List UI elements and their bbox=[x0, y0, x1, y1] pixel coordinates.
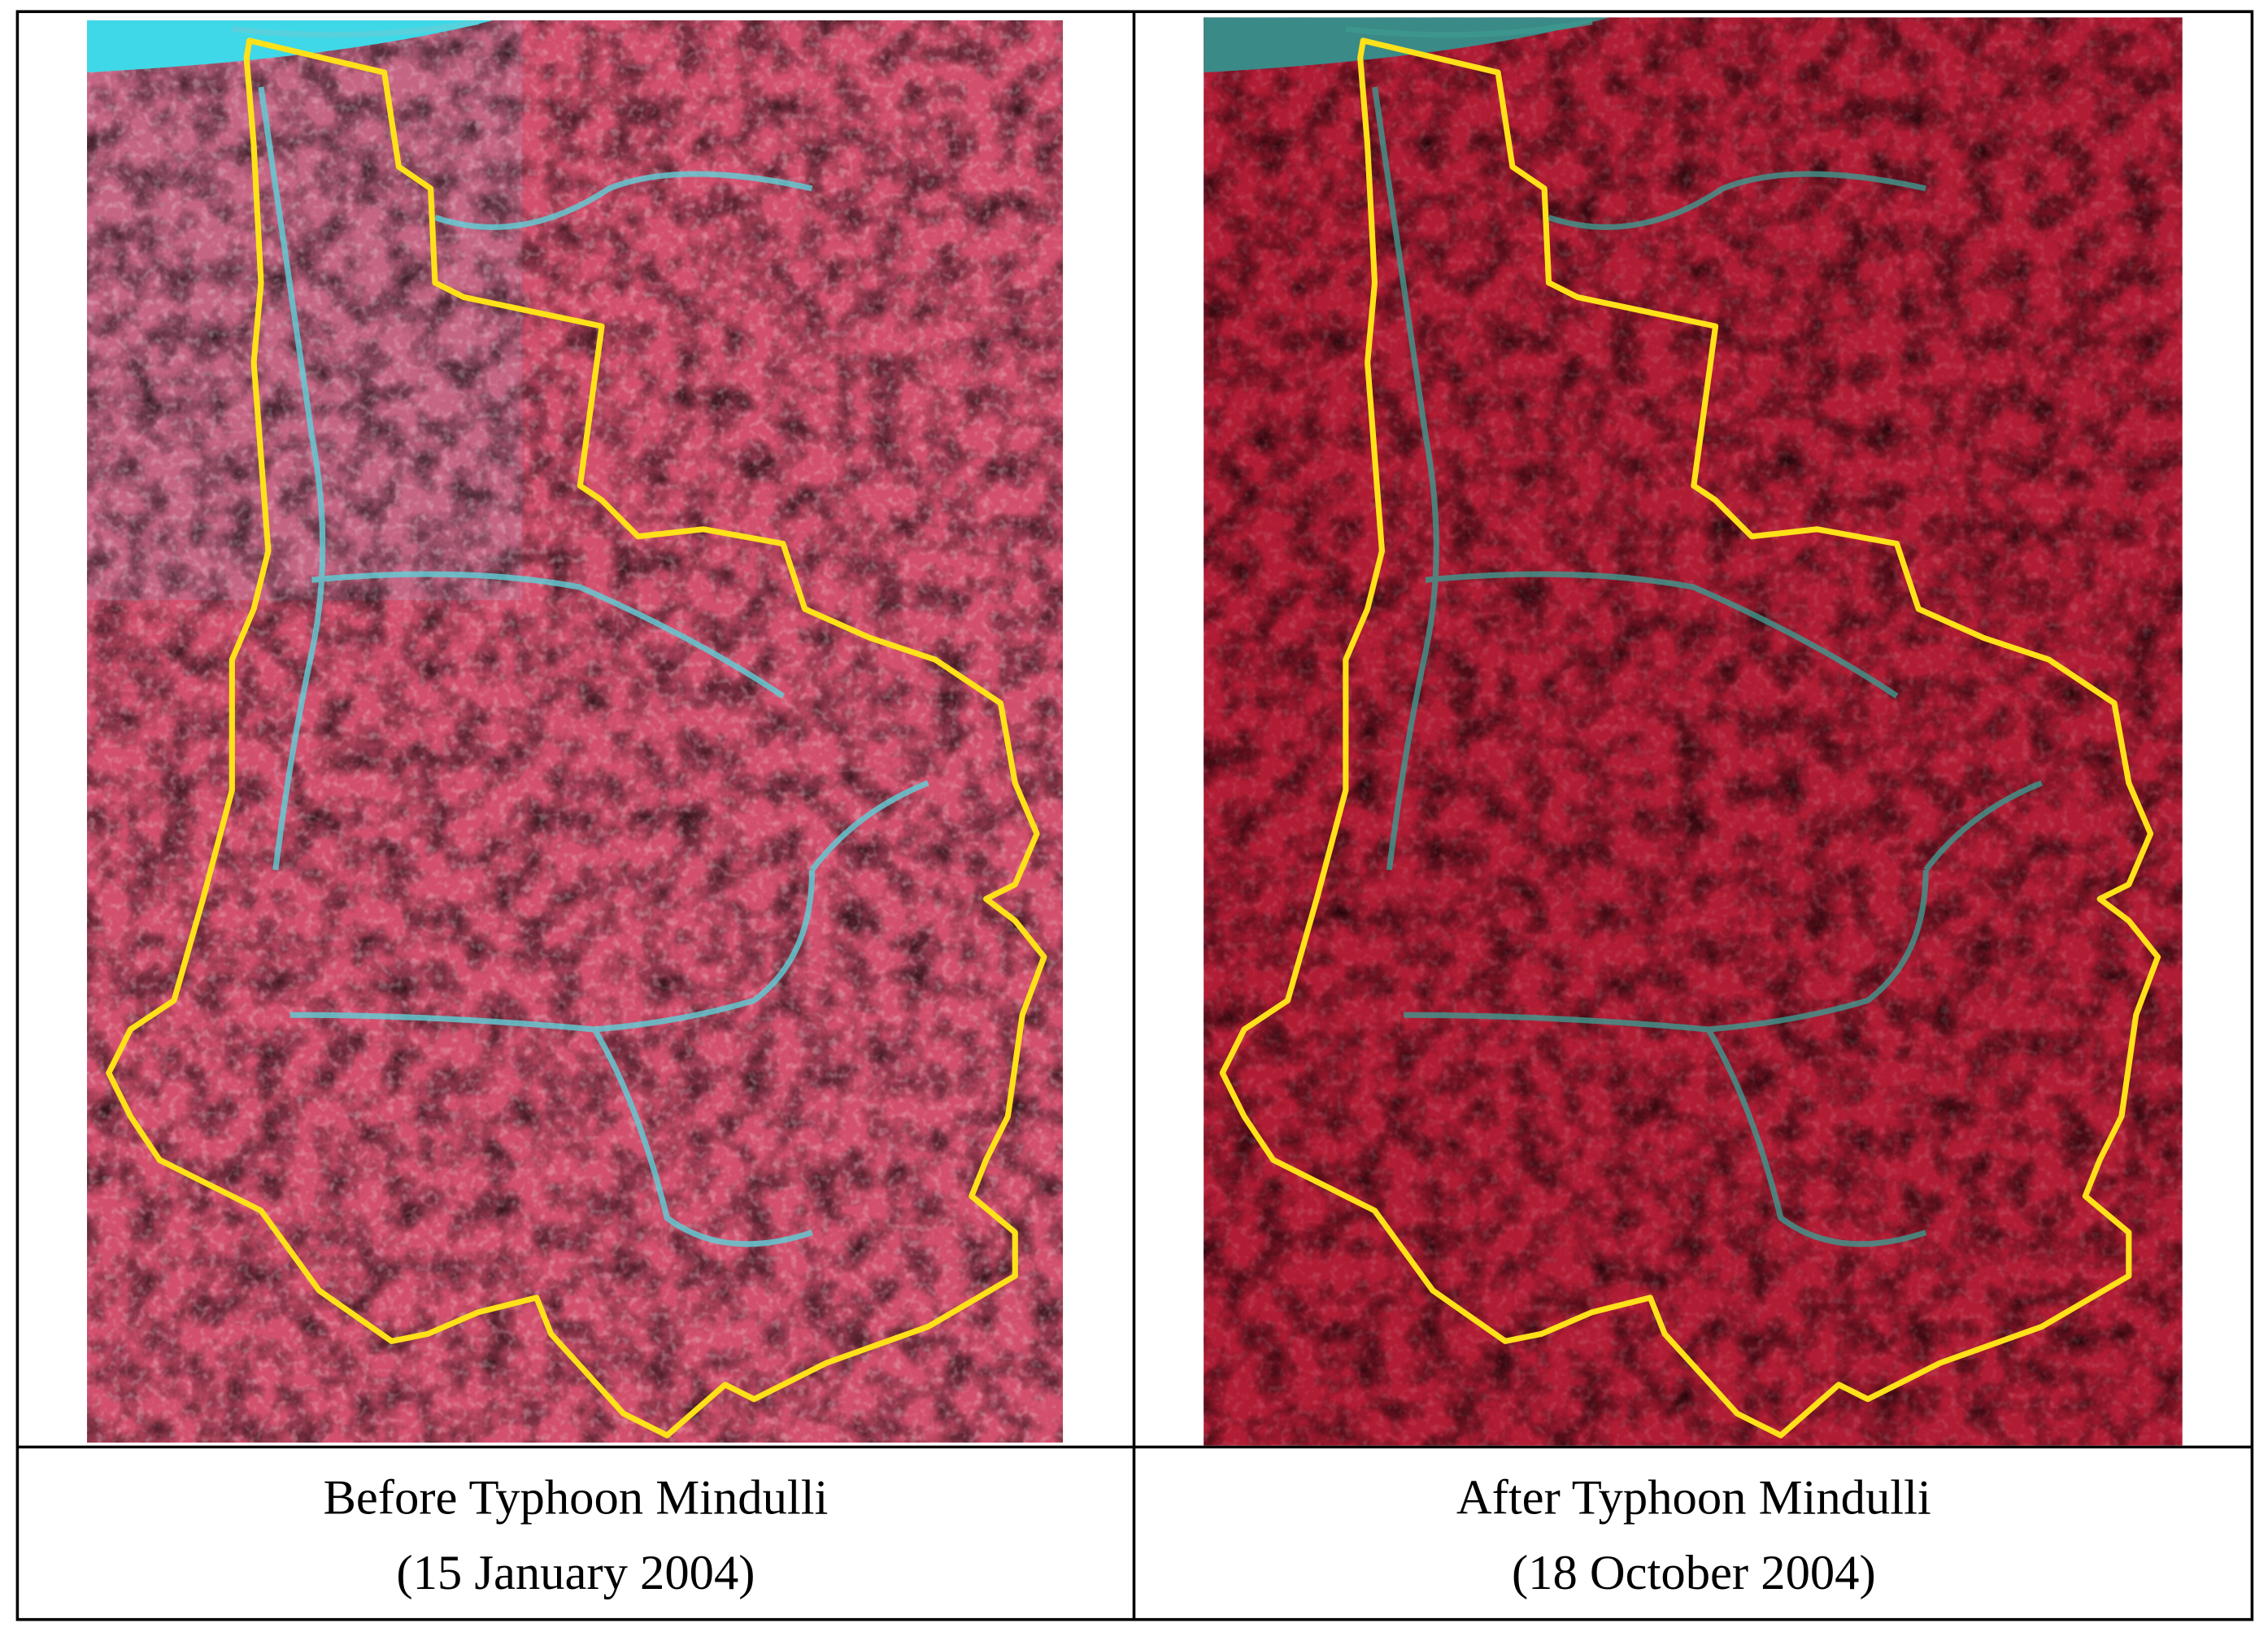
satellite-image-before bbox=[86, 20, 1064, 1443]
satellite-image-after bbox=[1204, 17, 2183, 1446]
caption-date: (18 October 2004) bbox=[1512, 1546, 1876, 1600]
caption-title: After Typhoon Mindulli bbox=[1456, 1471, 1931, 1525]
caption-title: Before Typhoon Mindulli bbox=[323, 1471, 828, 1525]
caption-date: (15 January 2004) bbox=[396, 1546, 755, 1600]
